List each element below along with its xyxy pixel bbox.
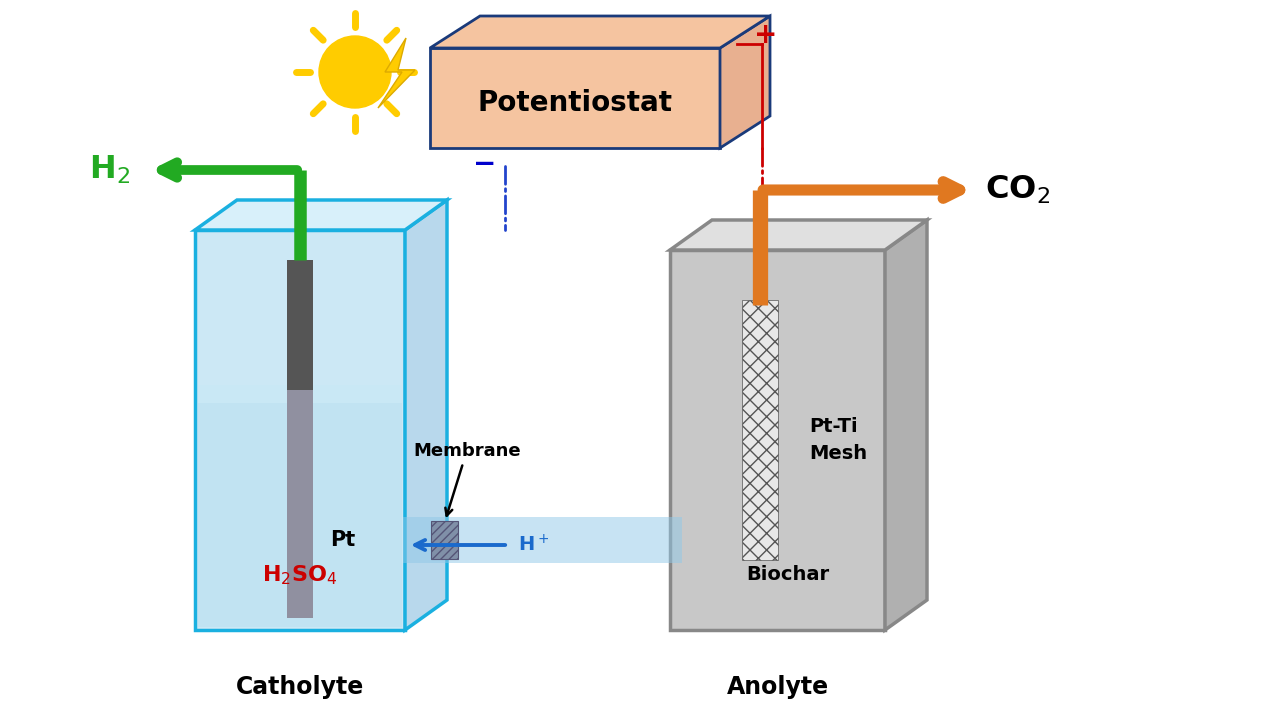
Polygon shape: [403, 517, 682, 563]
Text: H$_2$SO$_4$: H$_2$SO$_4$: [262, 563, 338, 587]
Text: −: −: [474, 150, 497, 178]
Text: CO$_2$: CO$_2$: [986, 174, 1050, 206]
Polygon shape: [198, 385, 402, 627]
Polygon shape: [287, 260, 314, 390]
Text: H$_2$: H$_2$: [88, 154, 131, 186]
Polygon shape: [195, 200, 447, 230]
Polygon shape: [430, 48, 719, 148]
Polygon shape: [287, 390, 314, 618]
Text: Pt: Pt: [330, 530, 356, 550]
Polygon shape: [719, 16, 771, 148]
Circle shape: [319, 36, 390, 108]
Text: Potentiostat: Potentiostat: [477, 89, 672, 117]
Text: Membrane: Membrane: [413, 442, 521, 516]
Polygon shape: [378, 38, 415, 108]
Polygon shape: [404, 200, 447, 630]
Polygon shape: [431, 521, 458, 559]
Text: Catholyte: Catholyte: [236, 675, 364, 699]
Text: Anolyte: Anolyte: [727, 675, 828, 699]
Text: Pt-Ti
Mesh: Pt-Ti Mesh: [810, 418, 868, 463]
Text: Biochar: Biochar: [746, 565, 829, 585]
Polygon shape: [669, 250, 884, 630]
Polygon shape: [742, 300, 778, 560]
Polygon shape: [669, 220, 927, 250]
Polygon shape: [884, 220, 927, 630]
Text: H$^+$: H$^+$: [518, 534, 549, 556]
Text: +: +: [754, 21, 778, 49]
Polygon shape: [430, 16, 771, 48]
Polygon shape: [195, 230, 404, 630]
Polygon shape: [198, 385, 402, 403]
